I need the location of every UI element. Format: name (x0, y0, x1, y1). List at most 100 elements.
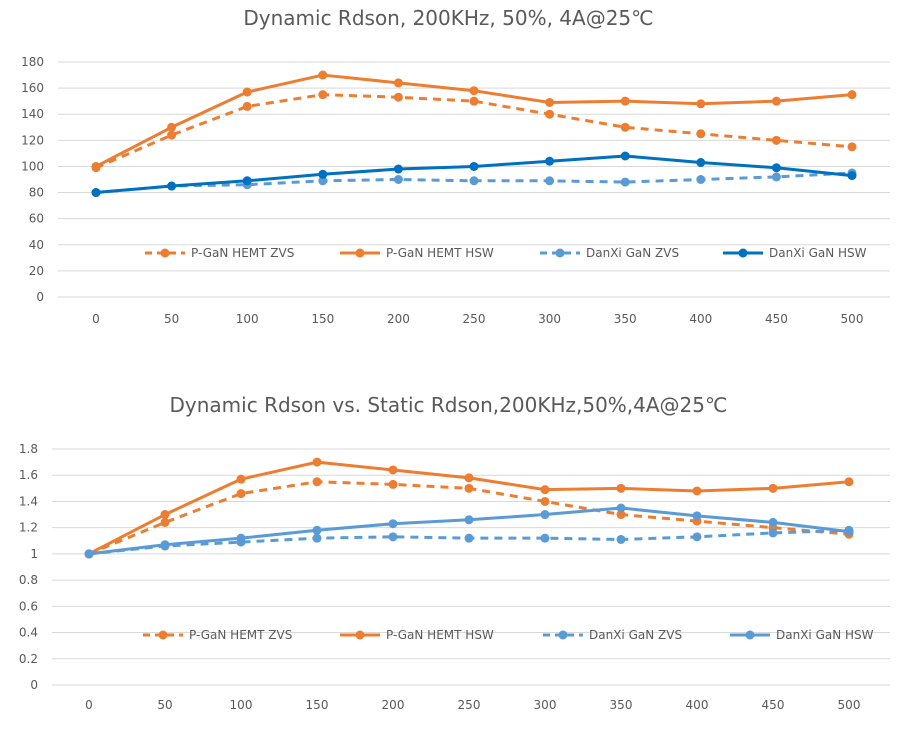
legend-label: P-GaN HEMT ZVS (189, 628, 292, 642)
data-point (844, 527, 854, 537)
legend-marker (745, 630, 755, 640)
legend-entry-p-gan-hemt-hsw: P-GaN HEMT HSW (340, 628, 494, 642)
data-point (312, 533, 322, 543)
y-tick-label: 0 (36, 290, 44, 304)
x-tick-label: 50 (157, 698, 172, 712)
data-point (620, 177, 630, 187)
data-point (696, 129, 706, 139)
data-point (91, 161, 101, 171)
data-point (771, 96, 781, 106)
data-point (847, 142, 857, 152)
data-point (616, 510, 626, 520)
x-tick-label: 250 (458, 698, 481, 712)
data-point (771, 172, 781, 182)
legend-label: DanXi GaN HSW (776, 628, 874, 642)
legend-entry-danxi-gan-zvs: DanXi GaN ZVS (543, 628, 682, 642)
legend-entry-p-gan-hemt-zvs: P-GaN HEMT ZVS (145, 246, 294, 260)
legend-entry-danxi-gan-hsw: DanXi GaN HSW (730, 628, 874, 642)
chart-title: Dynamic Rdson, 200KHz, 50%, 4A@25℃ (243, 6, 654, 30)
data-point (393, 164, 403, 174)
dynamic-vs-static-rdson-plot: 0 0.2 0.4 0.6 0.8 1 1.2 1.4 1.6 1.8 0 50 100 150 200 25… (19, 442, 890, 712)
y-tick-label: 1.4 (19, 494, 38, 508)
chart-title: Dynamic Rdson vs. Static Rdson,200KHz,50… (169, 393, 728, 417)
y-tick-label: 0.2 (19, 652, 38, 666)
legend-marker (558, 630, 568, 640)
data-point (393, 92, 403, 102)
y-tick-label: 0.4 (19, 626, 38, 640)
x-tick-label: 300 (538, 312, 561, 326)
x-tick-label: 350 (610, 698, 633, 712)
y-tick-label: 80 (29, 186, 44, 200)
legend-marker (738, 248, 748, 258)
data-point (540, 533, 550, 543)
data-point (696, 99, 706, 109)
y-tick-label: 1.2 (19, 521, 38, 535)
data-point (620, 151, 630, 161)
data-point (167, 181, 177, 191)
data-point (312, 477, 322, 487)
dynamic-rdson-plot: 0 20 40 60 80 100 120 140 160 180 0 50 100 150 200 250 3… (21, 55, 890, 326)
data-point (242, 87, 252, 97)
data-point (236, 474, 246, 484)
legend-marker (355, 630, 365, 640)
data-point (540, 485, 550, 495)
legend-entry-p-gan-hemt-zvs: P-GaN HEMT ZVS (143, 628, 292, 642)
data-point (545, 176, 555, 186)
y-tick-label: 100 (21, 159, 44, 173)
legend-marker (355, 248, 365, 258)
y-tick-label: 120 (21, 133, 44, 147)
data-point (469, 96, 479, 106)
data-point (318, 70, 328, 80)
legend-entry-danxi-gan-hsw: DanXi GaN HSW (723, 246, 867, 260)
legend-label: DanXi GaN HSW (769, 246, 867, 260)
x-tick-label: 400 (686, 698, 709, 712)
y-tick-label: 0.8 (19, 573, 38, 587)
data-point (692, 486, 702, 496)
x-tick-label: 450 (765, 312, 788, 326)
y-tick-label: 140 (21, 107, 44, 121)
data-point (771, 163, 781, 173)
data-point (388, 532, 398, 542)
y-tick-label: 60 (29, 212, 44, 226)
data-point (847, 90, 857, 100)
data-point (318, 169, 328, 179)
data-point (160, 510, 170, 520)
x-tick-label: 500 (838, 698, 861, 712)
data-point (616, 534, 626, 544)
data-point (616, 503, 626, 513)
data-point (242, 101, 252, 111)
data-point (768, 528, 778, 538)
series-line-p-gan-hemt-zvs (95, 93, 853, 170)
y-tick-label: 160 (21, 81, 44, 95)
x-tick-label: 150 (306, 698, 329, 712)
x-tick-label: 150 (311, 312, 334, 326)
data-point (692, 511, 702, 521)
data-point (160, 540, 170, 550)
data-point (167, 130, 177, 140)
legend-label: DanXi GaN ZVS (589, 628, 682, 642)
data-point (620, 96, 630, 106)
data-point (84, 549, 94, 559)
data-point (236, 533, 246, 543)
data-point (464, 515, 474, 525)
legend-marker (160, 248, 170, 258)
x-tick-label: 200 (382, 698, 405, 712)
data-point (242, 176, 252, 186)
data-point (464, 473, 474, 483)
x-tick-label: 50 (164, 312, 179, 326)
legend-entry-p-gan-hemt-hsw: P-GaN HEMT HSW (340, 246, 494, 260)
data-point (388, 465, 398, 475)
legend-label: P-GaN HEMT ZVS (191, 246, 294, 260)
y-tick-label: 40 (29, 238, 44, 252)
y-tick-label: 0 (30, 678, 38, 692)
legend-marker (158, 630, 168, 640)
data-point (464, 533, 474, 543)
x-tick-label: 500 (841, 312, 864, 326)
data-point (160, 517, 170, 527)
x-tick-label: 450 (762, 698, 785, 712)
y-tick-label: 180 (21, 55, 44, 69)
data-point (696, 175, 706, 184)
data-point (393, 78, 403, 88)
y-tick-label: 0.6 (19, 599, 38, 613)
x-tick-label: 300 (534, 698, 557, 712)
